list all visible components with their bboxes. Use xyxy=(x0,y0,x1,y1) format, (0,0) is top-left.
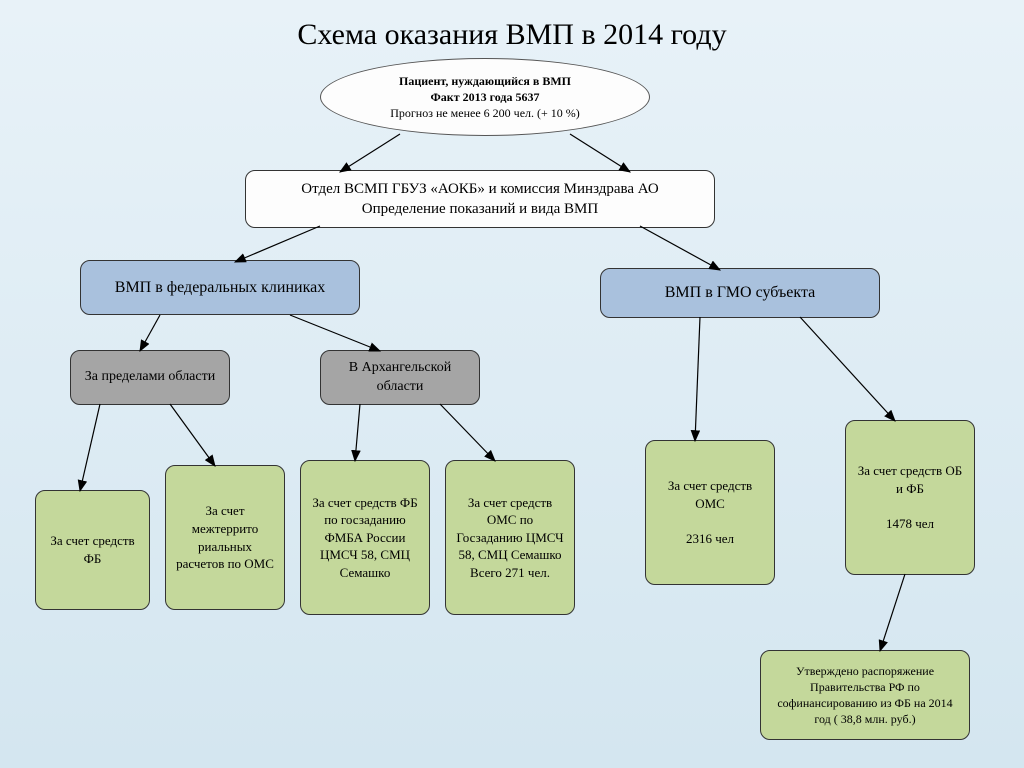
node-patient: Пациент, нуждающийся в ВМП Факт 2013 год… xyxy=(320,58,650,136)
node-dept: Отдел ВСМП ГБУЗ «АОКБ» и комиссия Минздр… xyxy=(245,170,715,228)
arkh-label: В Архангельской области xyxy=(331,359,469,397)
patient-line1: Пациент, нуждающийся в ВМП xyxy=(390,73,580,89)
patient-line3: Прогноз не менее 6 200 чел. (+ 10 %) xyxy=(390,105,580,121)
oms-2316-label: За счет средств ОМС 2316 чел xyxy=(656,477,764,547)
node-gmo: ВМП в ГМО субъекта xyxy=(600,268,880,318)
node-fb: За счет средств ФБ xyxy=(35,490,150,610)
dept-line1: Отдел ВСМП ГБУЗ «АОКБ» и комиссия Минздр… xyxy=(301,179,658,199)
goszad-fmba-label: За счет средств ФБ по госзаданию ФМБА Ро… xyxy=(311,494,419,582)
dept-line2: Определение показаний и вида ВМП xyxy=(301,199,658,219)
page-title: Схема оказания ВМП в 2014 году xyxy=(0,18,1024,52)
fb-label: За счет средств ФБ xyxy=(46,532,139,567)
node-oms-2316: За счет средств ОМС 2316 чел xyxy=(645,440,775,585)
fed-label: ВМП в федеральных клиниках xyxy=(115,277,325,299)
approved-label: Утверждено распоряжение Правительства РФ… xyxy=(771,663,959,728)
node-outside: За пределами области xyxy=(70,350,230,405)
node-goszad-fmba: За счет средств ФБ по госзаданию ФМБА Ро… xyxy=(300,460,430,615)
node-ob-fb-1478: За счет средств ОБ и ФБ 1478 чел xyxy=(845,420,975,575)
node-approved: Утверждено распоряжение Правительства РФ… xyxy=(760,650,970,740)
patient-line2: Факт 2013 года 5637 xyxy=(390,89,580,105)
node-goszad-oms: За счет средств ОМС по Госзаданию ЦМСЧ 5… xyxy=(445,460,575,615)
node-interterr: За счет межтеррито риальных расчетов по … xyxy=(165,465,285,610)
outside-label: За пределами области xyxy=(85,368,215,387)
gmo-label: ВМП в ГМО субъекта xyxy=(665,282,815,304)
node-arkh: В Архангельской области xyxy=(320,350,480,405)
node-federal: ВМП в федеральных клиниках xyxy=(80,260,360,315)
interterr-label: За счет межтеррито риальных расчетов по … xyxy=(176,502,274,572)
ob-fb-1478-label: За счет средств ОБ и ФБ 1478 чел xyxy=(856,462,964,532)
goszad-oms-label: За счет средств ОМС по Госзаданию ЦМСЧ 5… xyxy=(456,494,564,582)
